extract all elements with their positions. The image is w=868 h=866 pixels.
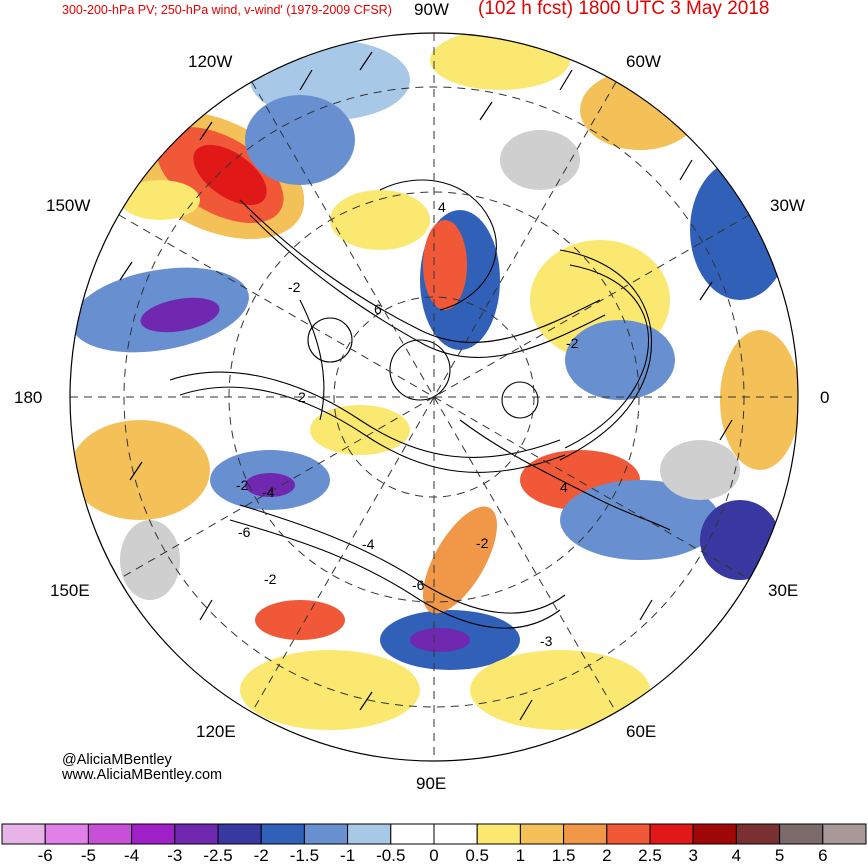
map-field: [70, 33, 798, 761]
contour-label: -2: [476, 535, 489, 551]
map-title: (102 h fcst) 1800 UTC 3 May 2018: [478, 0, 770, 19]
colorbar-swatch: [1, 823, 46, 845]
colorbar-swatch: [131, 823, 176, 845]
colorbar-tick-label: -2: [253, 846, 269, 865]
colorbar-tick-label: -4: [124, 846, 140, 865]
colorbar-tick-label: -1.5: [289, 846, 320, 865]
lon-label-30w: 30W: [770, 196, 805, 215]
contour-label: -2: [236, 477, 249, 493]
contour-label: -4: [362, 536, 375, 552]
lon-label-150w: 150W: [46, 196, 91, 215]
colorbar-swatch: [347, 823, 392, 845]
colorbar-swatch: [303, 823, 349, 845]
colorbar-swatch: [476, 823, 521, 845]
colorbar-swatch: [44, 823, 89, 845]
contour-label: 6: [374, 301, 382, 317]
colorbar-swatch: [433, 823, 478, 845]
colorbar-swatch: [735, 823, 781, 845]
colorbar-tick-label: 1.5: [551, 846, 576, 865]
colorbar-tick-label: -5: [80, 846, 96, 865]
colorbar-tick-label: -6: [37, 846, 53, 865]
map-border: [69, 32, 799, 762]
colorbar-tick-label: 0.5: [465, 846, 490, 865]
colorbar-tick-label: 0: [429, 846, 439, 865]
lon-label-120w: 120W: [188, 52, 233, 71]
colorbar-swatch: [649, 823, 694, 845]
contour-label: -6: [238, 524, 251, 540]
colorbar-swatch: [563, 823, 608, 845]
colorbar-swatch: [174, 823, 219, 845]
contour-label: 2: [298, 389, 306, 405]
colorbar-swatch: [822, 823, 867, 845]
polar-map: 4 -2 6 -2 2 -2 -4 -6 -4 -2 -6 -3 -2 4: [69, 32, 799, 762]
colorbar: [1, 823, 867, 845]
lon-label-60e: 60E: [626, 722, 657, 741]
credit-site: www.AliciaMBentley.com: [62, 767, 223, 783]
colorbar-swatch: [779, 823, 824, 845]
contour-labels: 4 -2 6 -2 2 -2 -4 -6 -4 -2 -6 -3 -2 4: [236, 199, 579, 649]
colorbar-tick-label: 1: [515, 846, 526, 865]
lon-label-90e: 90E: [416, 774, 447, 793]
contour-label: -3: [540, 633, 553, 649]
lon-label-150e: 150E: [50, 581, 90, 600]
lon-label-120e: 120E: [196, 722, 236, 741]
credit-handle: @AliciaMBentley: [62, 752, 172, 768]
colorbar-tick-label: 5: [774, 846, 785, 865]
colorbar-swatch: [390, 823, 435, 845]
colorbar-tick-label: -0.5: [376, 846, 406, 865]
contour-label: 4: [438, 199, 446, 215]
colorbar-swatch: [260, 823, 305, 845]
colorbar-swatch: [87, 823, 133, 845]
lon-label-90w: 90W: [414, 0, 449, 19]
colorbar-swatch: [217, 823, 262, 845]
colorbar-tick-label: 6: [818, 846, 828, 865]
lon-label-0: 0: [820, 388, 830, 407]
colorbar-tick-label: 3: [688, 846, 698, 865]
lon-label-180: 180: [14, 388, 43, 407]
pv-contours: [169, 179, 671, 629]
contour-label: -2: [566, 335, 579, 351]
lon-label-30e: 30E: [768, 581, 799, 600]
map-subtitle: 300-200-hPa PV; 250-hPa wind, v-wind' (1…: [62, 3, 392, 17]
contour-label: -2: [288, 279, 301, 295]
colorbar-tick-label: -1: [340, 846, 356, 865]
contour-label: 4: [560, 479, 568, 495]
colorbar-tick-label: 4: [731, 846, 742, 865]
contour-label: -2: [264, 571, 277, 587]
colorbar-tick-label: -3: [167, 846, 183, 865]
colorbar-tick-label: 2: [602, 846, 612, 865]
colorbar-swatch: [606, 823, 651, 845]
colorbar-swatch: [519, 823, 565, 845]
colorbar-tick-label: 2.5: [638, 846, 662, 865]
lon-label-60w: 60W: [626, 52, 661, 71]
wind-barbs: [119, 51, 733, 721]
colorbar-tick-label: -2.5: [203, 846, 233, 865]
graticule: [70, 33, 798, 761]
contour-label: -6: [412, 577, 425, 593]
colorbar-swatch: [692, 823, 737, 845]
contour-label: -4: [262, 484, 275, 500]
